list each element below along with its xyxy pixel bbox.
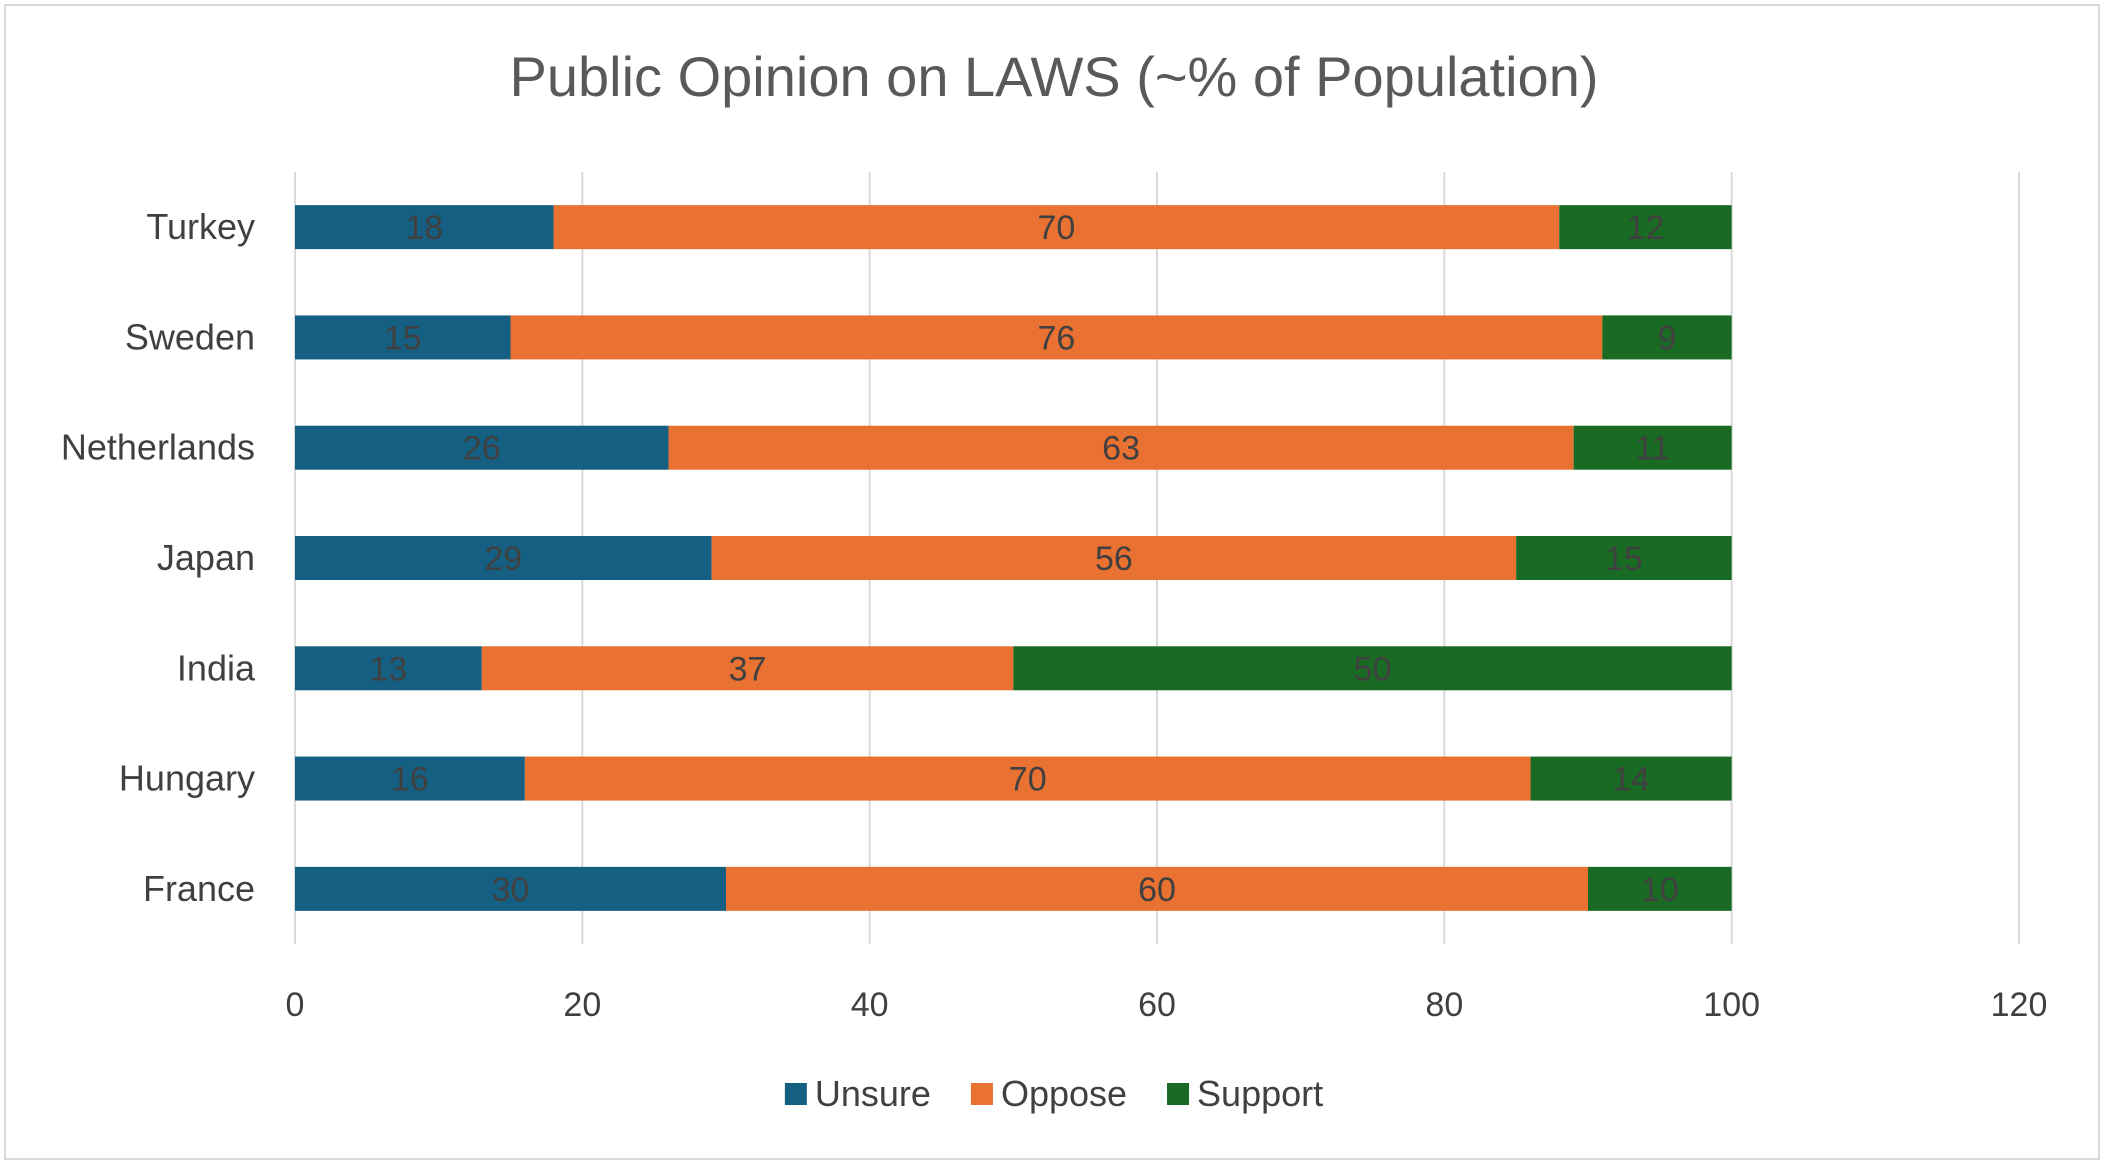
category-label: Hungary: [119, 758, 255, 799]
chart-title: Public Opinion on LAWS (~% of Population…: [510, 45, 1599, 108]
bar-oppose-sweden: [510, 315, 1603, 360]
value-axis: 0 20 40 60 80 100 120: [286, 986, 2048, 1024]
legend-label-support: Support: [1197, 1073, 1323, 1114]
bar-support-sweden: [1602, 315, 1732, 360]
bars: [295, 205, 1732, 911]
chart-frame: [4, 4, 2100, 1160]
x-tick-label: 100: [1703, 986, 1760, 1024]
bar-unsure-netherlands: [295, 425, 669, 470]
bar-unsure-india: [295, 646, 482, 691]
legend-swatch-unsure: [784, 1083, 807, 1105]
x-tick-label: 80: [1425, 986, 1463, 1024]
bar-support-netherlands: [1573, 425, 1732, 470]
x-tick-label: 0: [286, 986, 305, 1024]
category-label: France: [143, 868, 255, 909]
category-axis: France Hungary India Japan Netherlands Sweden…: [61, 206, 256, 909]
data-label-oppose-netherlands: 63: [1102, 430, 1140, 468]
bar-support-hungary: [1530, 756, 1732, 801]
data-label-unsure-france: 30: [492, 871, 530, 909]
legend-swatch-oppose: [970, 1083, 993, 1105]
bar-unsure-hungary: [295, 756, 525, 801]
data-label-support-france: 10: [1641, 871, 1679, 909]
x-tick-label: 40: [851, 986, 889, 1024]
data-label-support-netherlands: 11: [1635, 430, 1670, 468]
data-label-unsure-sweden: 15: [384, 319, 422, 357]
x-tick-label: 60: [1138, 986, 1176, 1024]
data-label-oppose-japan: 56: [1095, 540, 1133, 578]
x-tick-label: 20: [563, 986, 601, 1024]
bar-support-india: [1013, 646, 1732, 691]
bar-unsure-turkey: [295, 205, 554, 250]
bar-oppose-india: [481, 646, 1014, 691]
category-label: Sweden: [125, 316, 255, 357]
bar-unsure-japan: [295, 536, 712, 580]
bar-oppose-france: [726, 866, 1588, 911]
data-label-unsure-india: 13: [369, 650, 407, 688]
data-label-support-turkey: 12: [1627, 209, 1665, 247]
bar-unsure-france: [295, 866, 726, 911]
data-label-support-japan: 15: [1605, 540, 1643, 578]
data-label-unsure-turkey: 18: [405, 209, 443, 247]
data-labels: 30 60 10 16 70 14 13 37 50 29 56 15 26 63 11 15 76 9 18 70 1…: [369, 209, 1678, 909]
data-label-oppose-turkey: 70: [1038, 209, 1076, 247]
legend-swatch-support: [1167, 1083, 1190, 1105]
data-label-oppose-sweden: 76: [1038, 319, 1076, 357]
category-label: Japan: [157, 537, 255, 578]
data-label-oppose-india: 37: [729, 650, 767, 688]
data-label-oppose-hungary: 70: [1009, 761, 1047, 799]
bar-support-japan: [1516, 536, 1732, 580]
x-tick-label: 120: [1991, 986, 2048, 1024]
legend-label-oppose: Oppose: [1001, 1073, 1127, 1114]
bar-support-turkey: [1559, 205, 1732, 250]
category-label: Netherlands: [61, 427, 255, 468]
data-label-unsure-hungary: 16: [391, 761, 429, 799]
bar-oppose-turkey: [553, 205, 1560, 250]
bar-oppose-netherlands: [668, 425, 1574, 470]
category-label: Turkey: [146, 206, 255, 247]
data-label-support-india: 50: [1354, 650, 1392, 688]
category-label: India: [177, 647, 256, 688]
data-label-support-hungary: 14: [1612, 761, 1650, 799]
bar-oppose-japan: [711, 536, 1517, 580]
legend: Unsure Oppose Support: [784, 1073, 1323, 1114]
bar-oppose-hungary: [524, 756, 1531, 801]
data-label-support-sweden: 9: [1658, 319, 1677, 357]
bar-support-france: [1588, 866, 1732, 911]
data-label-unsure-japan: 29: [484, 540, 522, 578]
bar-unsure-sweden: [295, 315, 511, 360]
data-label-oppose-france: 60: [1138, 871, 1176, 909]
legend-label-unsure: Unsure: [815, 1073, 931, 1114]
data-label-unsure-netherlands: 26: [463, 430, 501, 468]
